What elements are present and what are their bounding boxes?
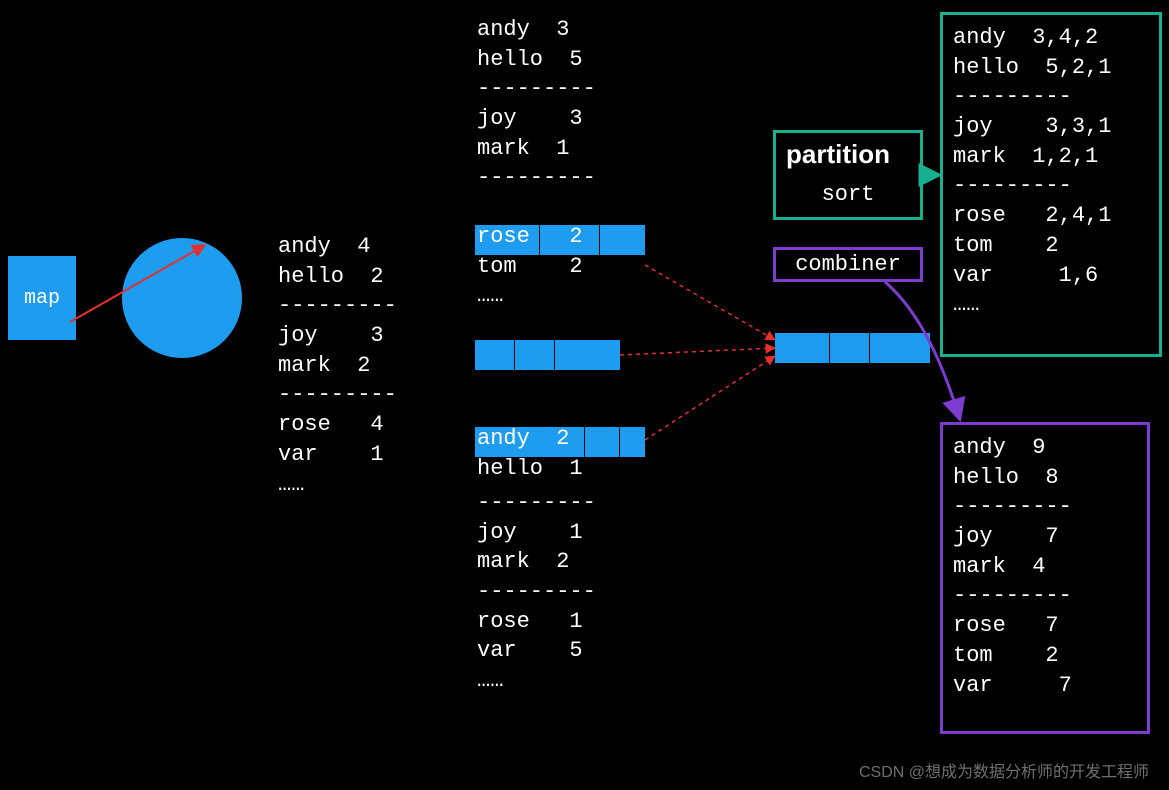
- map-circle: [122, 238, 242, 358]
- map-rect: map: [8, 256, 76, 340]
- combiner-label: combiner: [795, 252, 901, 277]
- combiner-box: combiner: [773, 247, 923, 282]
- sort-label: sort: [786, 182, 910, 207]
- arrow-bar3: [645, 356, 775, 440]
- right-top-data: andy 3,4,2 hello 5,2,1 --------- joy 3,3…: [953, 23, 1149, 320]
- right-top-box: andy 3,4,2 hello 5,2,1 --------- joy 3,3…: [940, 12, 1162, 357]
- map-label: map: [24, 287, 60, 310]
- right-bottom-data: andy 9 hello 8 --------- joy 7 mark 4 --…: [953, 433, 1137, 700]
- partition-box: partition sort: [773, 130, 923, 220]
- mid-group3-text: andy 2 hello 1: [477, 424, 583, 483]
- mid-bar-2: [475, 340, 620, 370]
- partition-label: partition: [786, 139, 910, 170]
- arrow-bar2: [620, 348, 775, 355]
- left-data-block: andy 4 hello 2 --------- joy 3 mark 2 --…: [278, 232, 397, 499]
- watermark: CSDN @想成为数据分析师的开发工程师: [859, 758, 1149, 782]
- mid-group2-text: rose 2 tom 2 ……: [477, 222, 583, 311]
- right-bottom-box: andy 9 hello 8 --------- joy 7 mark 4 --…: [940, 422, 1150, 734]
- arrow-bar1: [645, 265, 775, 340]
- right-bar: [775, 333, 930, 363]
- mid-group3-tail: --------- joy 1 mark 2 --------- rose 1 …: [477, 488, 596, 696]
- mid-group1: andy 3 hello 5 --------- joy 3 mark 1 --…: [477, 15, 596, 193]
